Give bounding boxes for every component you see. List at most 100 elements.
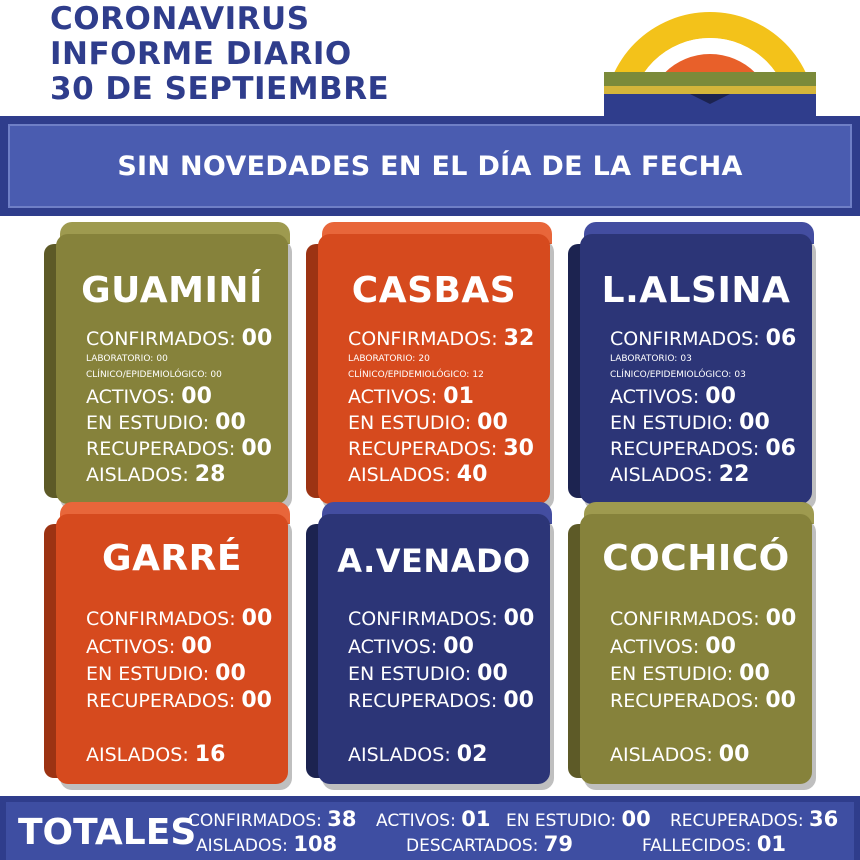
activos-label: ACTIVOS: bbox=[86, 636, 176, 658]
aislados-row: AISLADOS: 28 bbox=[86, 462, 225, 487]
card-name: L.ALSINA bbox=[601, 270, 791, 311]
en-estudio-row: EN ESTUDIO: 00 bbox=[348, 410, 508, 435]
activos-label: ACTIVOS: bbox=[348, 636, 438, 658]
card-name: GARRÉ bbox=[102, 538, 242, 579]
laboratorio-row: LABORATORIO: 20 bbox=[348, 354, 430, 364]
totals-recuperados: RECUPERADOS: 36 bbox=[670, 807, 838, 831]
confirmados-value: 32 bbox=[503, 326, 535, 351]
en-estudio-row: EN ESTUDIO: 00 bbox=[610, 661, 770, 686]
card-cochico: COCHICÓ CONFIRMADOS: 00 ACTIVOS: 00 EN E… bbox=[568, 502, 814, 784]
banner-text: SIN NOVEDADES EN EL DÍA DE LA FECHA bbox=[117, 150, 743, 182]
laboratorio-value: 03 bbox=[680, 354, 692, 364]
aislados-value: 28 bbox=[194, 462, 226, 487]
clinico-label: CLÍNICO/EPIDEMIOLÓGICO: bbox=[348, 370, 470, 380]
totals-recuperados-value: 36 bbox=[809, 807, 839, 831]
aislados-value: 00 bbox=[718, 742, 750, 767]
laboratorio-row: LABORATORIO: 00 bbox=[86, 354, 168, 364]
aislados-label: AISLADOS: bbox=[348, 464, 451, 486]
recuperados-label: RECUPERADOS: bbox=[86, 690, 236, 712]
recuperados-value: 06 bbox=[765, 436, 796, 461]
confirmados-label: CONFIRMADOS: bbox=[610, 328, 760, 350]
totals-aislados-value: 108 bbox=[293, 832, 338, 856]
activos-row: ACTIVOS: 00 bbox=[610, 384, 736, 409]
en-estudio-label: EN ESTUDIO: bbox=[86, 663, 210, 685]
en-estudio-label: EN ESTUDIO: bbox=[348, 412, 472, 434]
clinico-row: CLÍNICO/EPIDEMIOLÓGICO: 00 bbox=[86, 370, 222, 380]
totals-label: TOTALES bbox=[18, 812, 197, 853]
clinico-value: 03 bbox=[734, 370, 746, 380]
totals-aislados-label: AISLADOS: bbox=[196, 836, 288, 856]
recuperados-row: RECUPERADOS: 00 bbox=[86, 436, 272, 461]
aislados-row: AISLADOS: 40 bbox=[348, 462, 487, 487]
activos-value: 00 bbox=[181, 384, 212, 409]
totals-confirmados: CONFIRMADOS: 38 bbox=[188, 807, 357, 831]
en-estudio-value: 00 bbox=[215, 661, 246, 686]
laboratorio-label: LABORATORIO: bbox=[610, 354, 678, 364]
confirmados-value: 00 bbox=[765, 606, 797, 631]
totals-en-estudio-label: EN ESTUDIO: bbox=[506, 811, 617, 831]
en-estudio-row: EN ESTUDIO: 00 bbox=[348, 661, 508, 686]
recuperados-label: RECUPERADOS: bbox=[610, 690, 760, 712]
totals-fallecidos-value: 01 bbox=[756, 832, 787, 856]
card-name: COCHICÓ bbox=[602, 538, 790, 579]
activos-row: ACTIVOS: 01 bbox=[348, 384, 474, 409]
aislados-value: 40 bbox=[456, 462, 488, 487]
clinico-row: CLÍNICO/EPIDEMIOLÓGICO: 12 bbox=[348, 370, 484, 380]
laboratorio-value: 00 bbox=[156, 354, 168, 364]
confirmados-label: CONFIRMADOS: bbox=[610, 608, 760, 630]
card-face: L.ALSINA CONFIRMADOS: 06 LABORATORIO: 03… bbox=[580, 234, 812, 504]
card-lalsina: L.ALSINA CONFIRMADOS: 06 LABORATORIO: 03… bbox=[568, 222, 814, 504]
activos-row: ACTIVOS: 00 bbox=[86, 634, 212, 659]
activos-value: 00 bbox=[705, 634, 736, 659]
recuperados-label: RECUPERADOS: bbox=[610, 438, 760, 460]
banner: SIN NOVEDADES EN EL DÍA DE LA FECHA bbox=[0, 116, 860, 216]
card-casbas: CASBAS CONFIRMADOS: 32 LABORATORIO: 20 C… bbox=[306, 222, 552, 504]
confirmados-label: CONFIRMADOS: bbox=[86, 608, 236, 630]
aislados-value: 16 bbox=[194, 742, 226, 767]
confirmados-value: 00 bbox=[241, 606, 273, 631]
confirmados-value: 00 bbox=[241, 326, 273, 351]
totals-confirmados-label: CONFIRMADOS: bbox=[188, 811, 322, 831]
totals-en-estudio: EN ESTUDIO: 00 bbox=[506, 807, 651, 831]
clinico-label: CLÍNICO/EPIDEMIOLÓGICO: bbox=[610, 370, 732, 380]
en-estudio-label: EN ESTUDIO: bbox=[610, 663, 734, 685]
recuperados-row: RECUPERADOS: 30 bbox=[348, 436, 534, 461]
clinico-label: CLÍNICO/EPIDEMIOLÓGICO: bbox=[86, 370, 208, 380]
totals-descartados: DESCARTADOS: 79 bbox=[406, 832, 573, 856]
en-estudio-value: 00 bbox=[739, 661, 770, 686]
aislados-value: 22 bbox=[718, 462, 750, 487]
aislados-value: 02 bbox=[456, 742, 488, 767]
banner-inner: SIN NOVEDADES EN EL DÍA DE LA FECHA bbox=[8, 124, 852, 208]
recuperados-value: 00 bbox=[503, 688, 534, 713]
card-face: CASBAS CONFIRMADOS: 32 LABORATORIO: 20 C… bbox=[318, 234, 550, 504]
confirmados-row: CONFIRMADOS: 06 bbox=[610, 326, 796, 351]
aislados-label: AISLADOS: bbox=[86, 744, 189, 766]
en-estudio-value: 00 bbox=[215, 410, 246, 435]
laboratorio-row: LABORATORIO: 03 bbox=[610, 354, 692, 364]
totals-aislados: AISLADOS: 108 bbox=[196, 832, 337, 856]
confirmados-row: CONFIRMADOS: 00 bbox=[86, 606, 272, 631]
confirmados-value: 00 bbox=[503, 606, 535, 631]
en-estudio-row: EN ESTUDIO: 00 bbox=[86, 410, 246, 435]
en-estudio-label: EN ESTUDIO: bbox=[610, 412, 734, 434]
activos-value: 00 bbox=[705, 384, 736, 409]
activos-label: ACTIVOS: bbox=[348, 386, 438, 408]
en-estudio-row: EN ESTUDIO: 00 bbox=[86, 661, 246, 686]
aislados-label: AISLADOS: bbox=[348, 744, 451, 766]
recuperados-value: 00 bbox=[241, 688, 272, 713]
en-estudio-label: EN ESTUDIO: bbox=[348, 663, 472, 685]
title-line-1: CORONAVIRUS bbox=[50, 1, 310, 37]
card-garre: GARRÉ CONFIRMADOS: 00 ACTIVOS: 00 EN EST… bbox=[44, 502, 290, 784]
card-name: CASBAS bbox=[351, 270, 517, 311]
totals-inner: TOTALES CONFIRMADOS: 38 ACTIVOS: 01 EN E… bbox=[6, 802, 854, 860]
activos-row: ACTIVOS: 00 bbox=[348, 634, 474, 659]
card-face: A.VENADO CONFIRMADOS: 00 ACTIVOS: 00 EN … bbox=[318, 514, 550, 784]
card-face: GARRÉ CONFIRMADOS: 00 ACTIVOS: 00 EN EST… bbox=[56, 514, 288, 784]
activos-label: ACTIVOS: bbox=[610, 636, 700, 658]
laboratorio-label: LABORATORIO: bbox=[348, 354, 416, 364]
title-line-2: INFORME DIARIO bbox=[50, 36, 352, 72]
en-estudio-value: 00 bbox=[477, 410, 508, 435]
en-estudio-row: EN ESTUDIO: 00 bbox=[610, 410, 770, 435]
title-line-3: 30 DE SEPTIEMBRE bbox=[50, 71, 390, 107]
confirmados-row: CONFIRMADOS: 00 bbox=[348, 606, 534, 631]
